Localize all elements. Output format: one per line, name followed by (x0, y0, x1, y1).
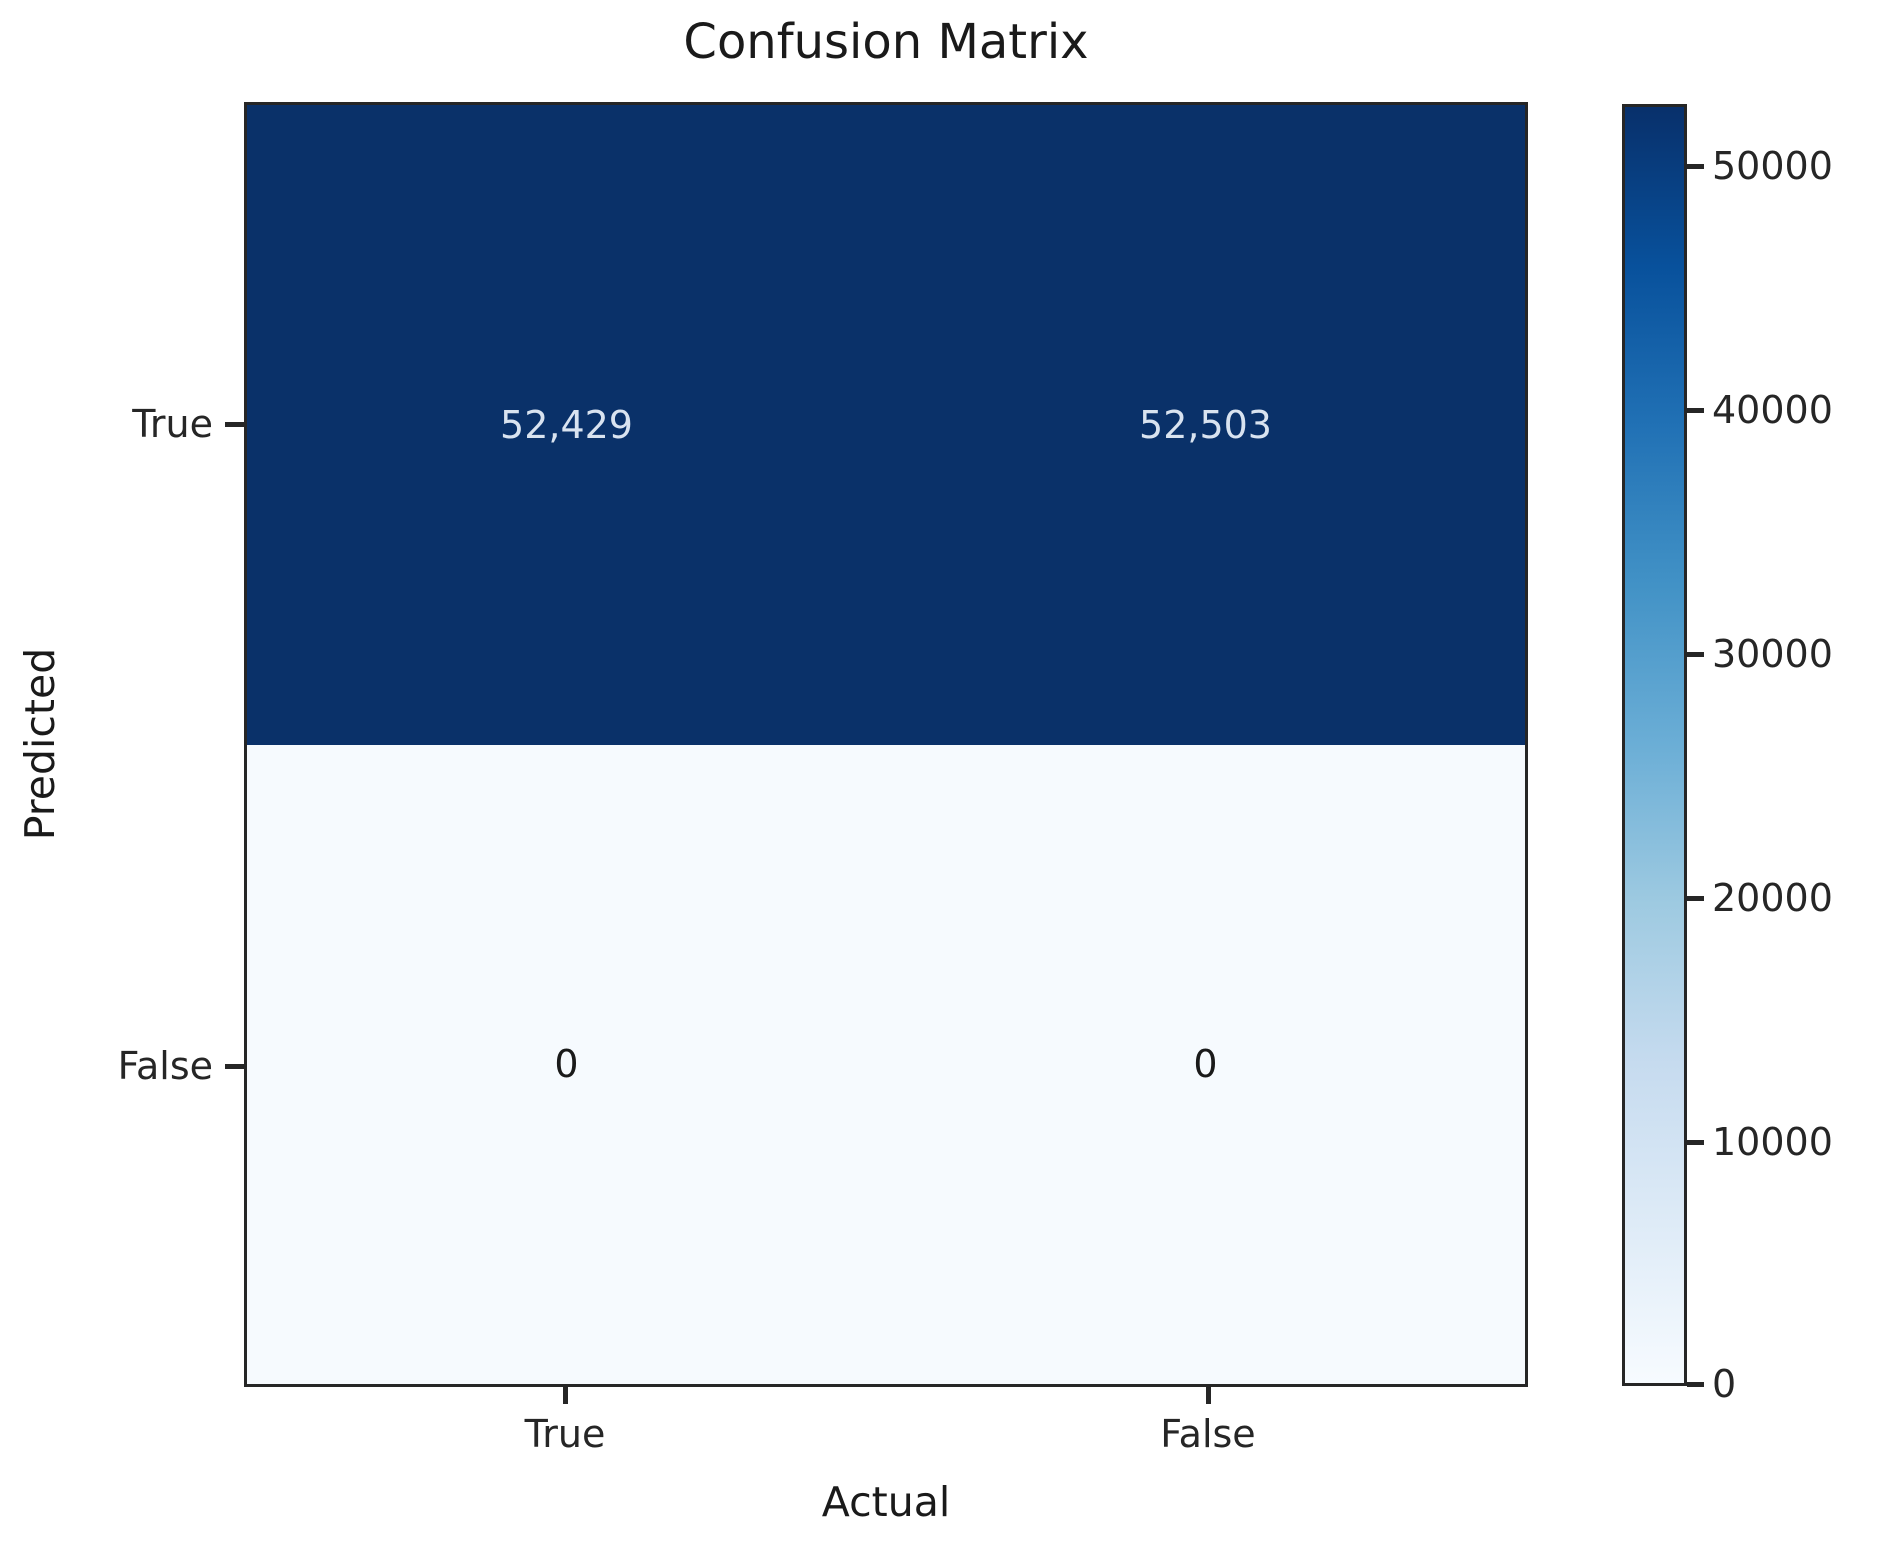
colorbar-tick-mark-10000 (1687, 1140, 1704, 1145)
colorbar-tick-label-20000: 20000 (1712, 876, 1833, 920)
cell-predicted-false-actual-false: 0 (886, 744, 1525, 1384)
cell-value: 0 (554, 1042, 579, 1087)
chart-title: Confusion Matrix (683, 14, 1089, 70)
x-tick-mark-false (1206, 1387, 1211, 1404)
x-tick-mark-true (563, 1387, 568, 1404)
y-tick-mark-true (225, 422, 244, 427)
y-tick-label-false: False (117, 1044, 213, 1088)
colorbar-tick-label-10000: 10000 (1712, 1120, 1833, 1164)
cell-predicted-false-actual-true: 0 (247, 744, 886, 1384)
cell-predicted-true-actual-true: 52,429 (247, 105, 886, 745)
x-axis-label: Actual (821, 1478, 951, 1526)
cell-value: 0 (1193, 1042, 1218, 1087)
colorbar-tick-label-50000: 50000 (1712, 144, 1833, 188)
colorbar-tick-mark-0 (1687, 1382, 1704, 1387)
colorbar-tick-mark-50000 (1687, 164, 1704, 169)
y-axis-label: Predicted (16, 647, 64, 841)
colorbar-tick-label-30000: 30000 (1712, 632, 1833, 676)
x-tick-label-true: True (524, 1412, 606, 1456)
colorbar-tick-mark-30000 (1687, 652, 1704, 657)
x-tick-label-false: False (1160, 1412, 1256, 1456)
colorbar-gradient (1622, 104, 1687, 1386)
y-tick-label-true: True (132, 402, 213, 446)
colorbar-tick-mark-20000 (1687, 896, 1704, 901)
colorbar-tick-label-40000: 40000 (1712, 388, 1833, 432)
cell-value: 52,503 (1139, 402, 1272, 447)
heatmap-plot-area: 52,429 52,503 0 0 (244, 102, 1528, 1387)
colorbar-tick-mark-40000 (1687, 408, 1704, 413)
cell-predicted-true-actual-false: 52,503 (886, 105, 1525, 745)
y-tick-mark-false (225, 1064, 244, 1069)
cell-value: 52,429 (500, 402, 633, 447)
colorbar-tick-label-0: 0 (1712, 1362, 1737, 1406)
